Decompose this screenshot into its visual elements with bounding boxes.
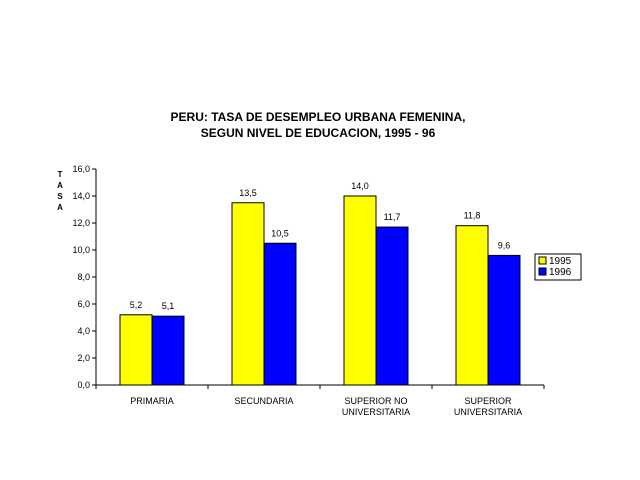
data-label-1996: 11,7 [384, 212, 401, 222]
legend-swatch-1996 [538, 267, 547, 276]
bar-1996 [151, 315, 185, 386]
bar-1996 [375, 226, 409, 386]
x-category-label: SECUNDARIA [234, 396, 293, 406]
x-category-label: SUPERIOR [464, 396, 512, 406]
y-tick-label: 6,0 [77, 299, 90, 309]
data-label-1995: 5,2 [130, 300, 143, 310]
legend-label-1996: 1996 [549, 267, 572, 278]
data-label-1996: 10,5 [271, 228, 289, 238]
y-tick-label: 14,0 [72, 191, 90, 201]
y-axis-title-letter: S [57, 192, 63, 201]
bar-1996 [263, 242, 297, 386]
y-tick-label: 10,0 [72, 245, 90, 255]
y-tick-label: 4,0 [77, 326, 90, 336]
data-label-1995: 11,8 [464, 211, 481, 221]
y-axis-title-letter: A [57, 203, 63, 212]
bar-1996 [487, 254, 521, 386]
bar-1995 [119, 314, 153, 386]
bar-1995 [343, 195, 377, 386]
y-axis: 0,0 2,0 4,0 6,0 8,0 10,0 12,0 14,0 16,0 [72, 164, 97, 390]
data-label-1996: 5,1 [162, 301, 175, 311]
x-category-label: UNIVERSITARIA [454, 407, 522, 417]
bars: 5,2 5,1 13,5 10,5 14,0 11,7 11,8 9,6 [119, 181, 521, 386]
data-label-1996: 9,6 [498, 240, 511, 250]
y-axis-title-letter: T [58, 170, 63, 179]
y-tick-label: 8,0 [77, 272, 90, 282]
chart-title-line-1: PERU: TASA DE DESEMPLEO URBANA FEMENINA, [171, 110, 466, 124]
chart-title-line-2: SEGUN NIVEL DE EDUCACION, 1995 - 96 [201, 126, 436, 140]
x-axis: PRIMARIA SECUNDARIA SUPERIOR NOUNIVERSITAR… [95, 384, 545, 417]
x-category-label: UNIVERSITARIA [342, 407, 410, 417]
data-label-1995: 13,5 [239, 188, 257, 198]
data-label-1995: 14,0 [351, 181, 369, 191]
bar-1995 [231, 202, 265, 386]
y-axis-title-letter: A [57, 181, 63, 190]
y-tick-label: 12,0 [72, 218, 90, 228]
y-axis-title: TASA [57, 170, 63, 212]
legend-label-1995: 1995 [549, 256, 572, 267]
bar-1995 [455, 225, 489, 386]
x-category-label: PRIMARIA [130, 396, 174, 406]
y-tick-label: 16,0 [72, 164, 90, 174]
y-tick-label: 2,0 [77, 353, 90, 363]
y-tick-label: 0,0 [77, 380, 90, 390]
x-category-label: SUPERIOR NO [344, 396, 407, 406]
legend-swatch-1995 [538, 256, 547, 265]
